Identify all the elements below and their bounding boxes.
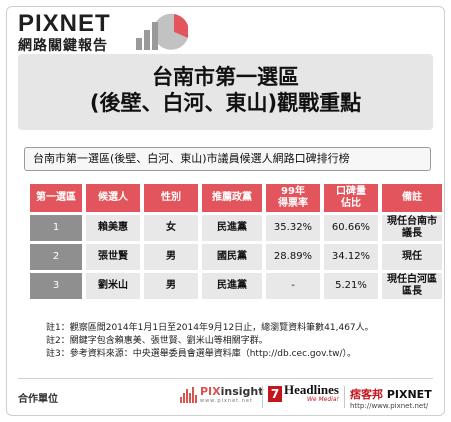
pixnet-footer-url: http://www.pixnet.net/	[350, 402, 429, 410]
seven-badge: 7	[268, 385, 282, 402]
cooperation-label: 合作單位	[18, 394, 58, 405]
share-cell: 5.21%	[324, 273, 378, 299]
logo-brand: PIXNET	[18, 10, 111, 37]
footnote: 註1：觀察區間2014年1月1日至2014年9月12日止，總瀏覽資料筆數41,4…	[46, 323, 374, 333]
gender-cell: 女	[144, 215, 198, 241]
gender-cell: 男	[144, 244, 198, 270]
rank-cell: 3	[30, 273, 82, 299]
candidate-cell: 賴美惠	[86, 215, 140, 241]
vote-rate-cell: 35.32%	[266, 215, 320, 241]
share-cell: 34.12%	[324, 244, 378, 270]
header-district: 第一選區	[30, 184, 82, 212]
footnote: 註3：參考資料來源：中央選舉委員會選舉資料庫（http://db.cec.gov…	[46, 349, 357, 359]
table-row: 3 劉米山 男 民進黨 - 5.21% 現任白河區 區長	[30, 273, 442, 299]
header-vote-rate: 99年 得票率	[266, 184, 320, 212]
party-cell: 民進黨	[202, 215, 262, 241]
header-candidate: 候選人	[86, 184, 140, 212]
note-cell: 現任	[382, 244, 442, 270]
party-cell: 國民黨	[202, 244, 262, 270]
headlines-tagline: We Media!	[306, 396, 339, 403]
pixinsight-url: www.pixnet.net	[200, 398, 253, 404]
footer-separator	[262, 386, 263, 408]
footnote: 註2：關鍵字包含賴惠美、張世賢、劉米山等相關字群。	[46, 336, 268, 346]
table-row: 1 賴美惠 女 民進黨 35.32% 60.66% 現任台南市 議長	[30, 215, 442, 241]
table-caption: 台南市第一選區(後壁、白河、東山)市議員候選人網路口碑排行榜	[33, 152, 350, 165]
vote-rate-cell: -	[266, 273, 320, 299]
vote-rate-cell: 28.89%	[266, 244, 320, 270]
title-box: 台南市第一選區 (後壁、白河、東山)觀戰重點	[18, 54, 433, 130]
candidate-cell: 張世賢	[86, 244, 140, 270]
pie-bar-chart-icon	[136, 13, 188, 50]
gender-cell: 男	[144, 273, 198, 299]
party-cell: 民進黨	[202, 273, 262, 299]
header-gender: 性別	[144, 184, 198, 212]
ranking-table: 第一選區 候選人 性別 推薦政黨 99年 得票率 口碑量 佔比 備註 1 賴美惠…	[26, 181, 446, 302]
logo-subtitle: 網路關鍵報告	[18, 38, 108, 54]
share-cell: 60.66%	[324, 215, 378, 241]
table-header-row: 第一選區 候選人 性別 推薦政黨 99年 得票率 口碑量 佔比 備註	[30, 184, 442, 212]
footnotes: 註1：觀察區間2014年1月1日至2014年9月12日止，總瀏覽資料筆數41,4…	[46, 322, 436, 361]
table-row: 2 張世賢 男 國民黨 28.89% 34.12% 現任	[30, 244, 442, 270]
pixinsight-logo[interactable]: PIXinsight www.pixnet.net	[180, 385, 264, 404]
footer-divider	[18, 378, 433, 379]
table-caption-bar: 台南市第一選區(後壁、白河、東山)市議員候選人網路口碑排行榜	[24, 147, 431, 171]
pixnet-logo: PIXNET 網路關鍵報告	[18, 10, 188, 54]
pixinsight-name: PIXinsight	[200, 385, 264, 398]
rank-cell: 2	[30, 244, 82, 270]
header-note: 備註	[382, 184, 442, 212]
bar-signal-icon	[180, 386, 197, 403]
footer-separator	[344, 386, 345, 408]
candidate-cell: 劉米山	[86, 273, 140, 299]
note-cell: 現任白河區 區長	[382, 273, 442, 299]
page-subtitle: (後壁、白河、東山)觀戰重點	[89, 91, 362, 115]
pixnet-footer-logo[interactable]: 痞客邦 PIXNET http://www.pixnet.net/	[350, 386, 432, 410]
header-share: 口碑量 佔比	[324, 184, 378, 212]
note-cell: 現任台南市 議長	[382, 215, 442, 241]
rank-cell: 1	[30, 215, 82, 241]
page-title: 台南市第一選區	[152, 65, 299, 89]
header-party: 推薦政黨	[202, 184, 262, 212]
headlines-name: Headlines	[284, 382, 339, 397]
pixnet-footer-name: 痞客邦 PIXNET	[350, 388, 432, 401]
7headlines-logo[interactable]: 7 Headlines We Media!	[268, 382, 339, 403]
